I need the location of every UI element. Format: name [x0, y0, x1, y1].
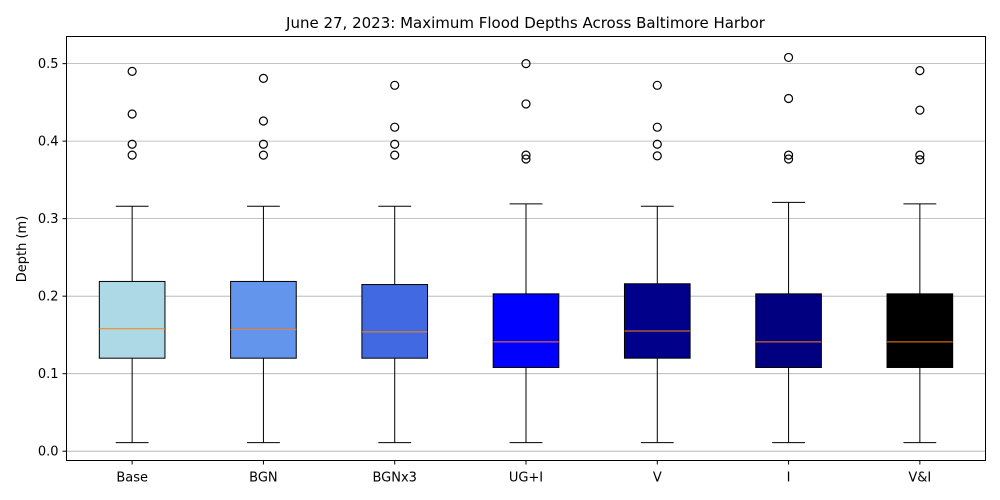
x-tick-label: BGN [249, 471, 278, 486]
box-bgnx3 [361, 80, 429, 444]
outlier-point [521, 150, 531, 160]
outlier-point [390, 150, 400, 160]
outlier-point [915, 150, 925, 160]
outlier-point [783, 93, 794, 104]
outlier-point [390, 80, 400, 90]
y-tick-label: 0.1 [38, 367, 59, 382]
outlier-point [783, 154, 794, 164]
outlier-point [258, 116, 269, 126]
outlier-point [915, 66, 925, 76]
x-axis-ticks: Base BGN BGNx3 UG+I V I V&I [116, 460, 931, 486]
y-tick-label: 0.3 [38, 212, 59, 227]
box-base [98, 66, 166, 444]
outlier-point [521, 99, 531, 109]
outlier-point [783, 150, 794, 160]
iqr-box [361, 284, 429, 359]
x-tick-label: I [787, 471, 791, 486]
outlier-point [127, 150, 137, 160]
outlier-point [127, 109, 137, 119]
box-v [623, 80, 691, 444]
y-tick-label: 0.2 [38, 290, 59, 305]
box-v-i [886, 66, 954, 444]
outlier-point [127, 66, 137, 76]
iqr-box [623, 283, 691, 359]
iqr-box [492, 293, 560, 368]
chart-title: June 27, 2023: Maximum Flood Depths Acro… [285, 14, 766, 32]
outlier-point [127, 139, 137, 149]
iqr-box [755, 293, 822, 368]
iqr-box [230, 280, 297, 359]
iqr-box [886, 293, 954, 368]
outlier-point [390, 122, 400, 132]
y-axis-label: Depth (m) [15, 216, 30, 283]
box-ug-i [492, 59, 560, 444]
iqr-box [98, 280, 166, 359]
outlier-point [652, 122, 662, 132]
x-tick-label: V&I [908, 471, 931, 486]
outlier-point [915, 105, 925, 115]
outlier-point [258, 73, 269, 83]
outlier-point [258, 150, 269, 160]
x-tick-label: Base [116, 471, 148, 486]
y-tick-label: 0.5 [38, 57, 59, 72]
x-tick-label: V [653, 471, 662, 486]
box-bgn [230, 73, 297, 444]
y-tick-label: 0.0 [38, 445, 59, 460]
outlier-point [258, 139, 269, 149]
x-tick-label: BGNx3 [372, 471, 416, 486]
outlier-point [652, 139, 662, 149]
outlier-point [521, 154, 531, 164]
axes-frame [66, 36, 986, 461]
plot-area [98, 52, 954, 444]
outlier-point [652, 80, 662, 90]
outlier-point [652, 151, 662, 161]
outlier-point [521, 59, 531, 69]
outlier-point [915, 155, 925, 165]
y-axis-ticks: 0.0 0.1 0.2 0.3 0.4 0.5 [38, 57, 67, 460]
outlier-point [783, 52, 794, 63]
box-i [755, 52, 822, 444]
y-tick-label: 0.4 [38, 135, 59, 150]
x-tick-label: UG+I [509, 471, 543, 486]
outlier-point [390, 139, 400, 149]
